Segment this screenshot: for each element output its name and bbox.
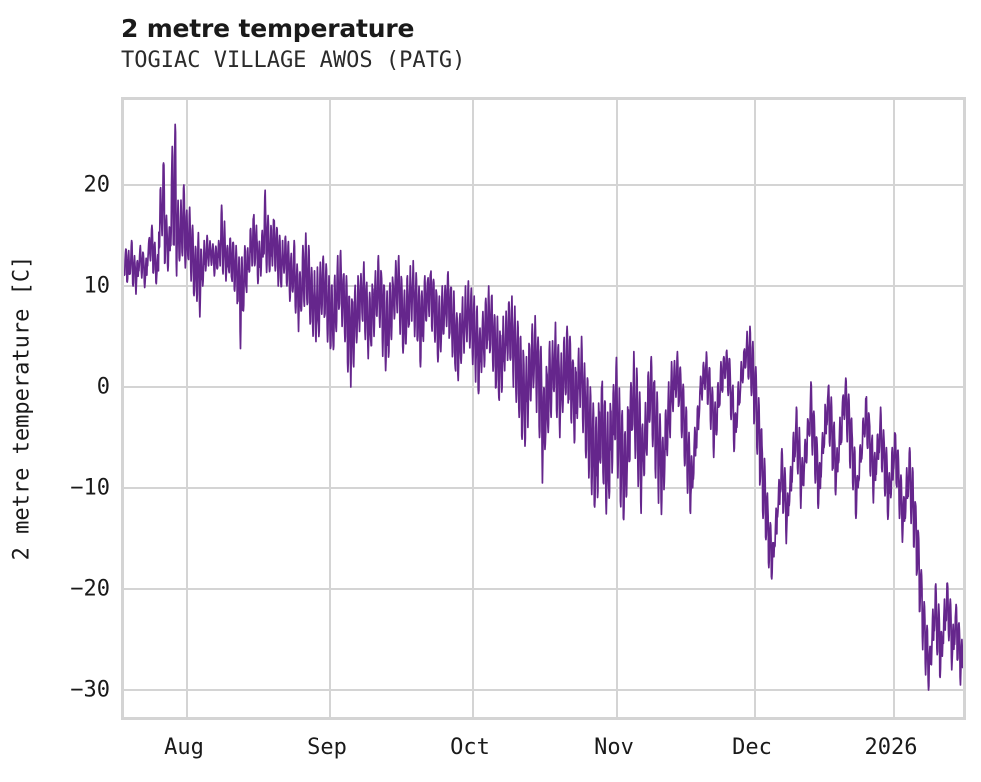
y-tick-label: 0 — [96, 374, 110, 400]
x-tick-label: Oct — [450, 735, 490, 760]
plot-area — [121, 97, 966, 720]
x-tick-label: 2026 — [864, 735, 918, 760]
y-tick-label: −30 — [70, 677, 110, 703]
page-title: 2 metre temperature — [121, 14, 415, 43]
y-tick-label: −20 — [70, 576, 110, 602]
x-tick-label: Nov — [594, 735, 634, 760]
y-tick-label: 20 — [83, 172, 111, 198]
temperature-series-line — [124, 123, 963, 691]
y-tick-label: 10 — [83, 273, 111, 299]
plot-canvas — [124, 100, 963, 717]
x-tick-label: Aug — [164, 735, 204, 760]
title-block: 2 metre temperature TOGIAC VILLAGE AWOS … — [121, 14, 961, 75]
x-tick-label: Dec — [732, 735, 772, 760]
y-tick-label: −10 — [70, 475, 110, 501]
station-subtitle: TOGIAC VILLAGE AWOS (PATG) — [121, 48, 466, 73]
x-tick-label: Sep — [307, 735, 347, 760]
y-axis-tick-labels: 20 10 0 −10 −20 −30 — [0, 0, 110, 782]
